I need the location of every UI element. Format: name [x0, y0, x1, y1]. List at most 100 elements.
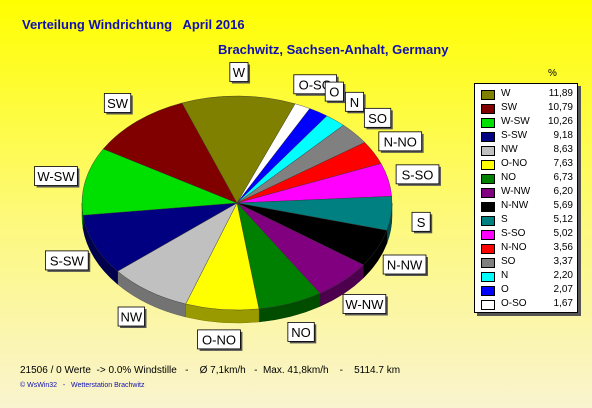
- legend-swatch: [481, 104, 495, 114]
- legend-item: S-SO 5,02: [481, 228, 575, 242]
- legend-value: 9,18: [553, 130, 573, 141]
- legend-item: O-NO 7,63: [481, 158, 575, 172]
- legend-item: N-NW 5,69: [481, 200, 575, 214]
- chart-location: Brachwitz, Sachsen-Anhalt, Germany: [218, 42, 449, 57]
- pie-callout-box: [287, 321, 315, 342]
- legend-item: NW 8,63: [481, 144, 575, 158]
- pie-callout: SW: [103, 93, 133, 115]
- pie-label: S-SO: [402, 167, 434, 182]
- legend-swatch: [481, 90, 495, 100]
- legend-value: 11,89: [548, 88, 573, 99]
- legend-label: S: [501, 214, 508, 225]
- pie-callout: W-NW: [342, 294, 388, 316]
- pie-callout: NO: [287, 321, 317, 344]
- legend-item: SW 10,79: [481, 102, 575, 116]
- legend-value: 2,20: [553, 270, 573, 281]
- legend-item: N-NO 3,56: [481, 242, 575, 256]
- legend-swatch: [481, 216, 495, 226]
- legend-swatch: [481, 230, 495, 240]
- legend-value: 6,20: [553, 186, 573, 197]
- legend-item: O 2,07: [481, 284, 575, 298]
- legend-label: S-SW: [501, 130, 528, 141]
- pie-callout-box: [342, 294, 387, 314]
- legend-label: N-NW: [501, 200, 529, 211]
- pie-callout: SO: [363, 107, 393, 130]
- pie-callout: S: [411, 211, 433, 234]
- legend-swatch: [481, 202, 495, 212]
- legend-value: 2,07: [553, 284, 573, 295]
- pie-callout-box: [382, 254, 427, 275]
- legend-swatch: [481, 160, 495, 170]
- legend-swatch: [481, 118, 495, 128]
- legend-label: S-SO: [501, 228, 526, 239]
- legend-item: SO 3,37: [481, 256, 575, 270]
- legend-item: NO 6,73: [481, 172, 575, 186]
- pie-callout: N-NW: [382, 254, 428, 277]
- pie-label: W-NW: [345, 297, 384, 312]
- legend-item: W-NW 6,20: [481, 186, 575, 200]
- footer-stats: 21506 / 0 Werte -> 0.0% Windstille - Ø 7…: [20, 365, 401, 376]
- legend-value: 10,79: [547, 102, 573, 113]
- pie-label: SW: [107, 96, 129, 111]
- pie-label: W-SW: [37, 169, 75, 184]
- legend-value: 10,26: [547, 116, 573, 127]
- legend-value: 5,12: [553, 214, 573, 225]
- legend-value: 8,63: [553, 144, 573, 155]
- legend-item: S 5,12: [481, 214, 575, 228]
- legend-swatch: [481, 146, 495, 156]
- pie-callout: NW: [117, 306, 147, 329]
- legend-value: 6,73: [553, 172, 573, 183]
- pie-callout-box: [34, 166, 78, 186]
- legend-item: W 11,89: [481, 88, 575, 102]
- legend-swatch: [481, 174, 495, 184]
- pie-callout-box: [344, 91, 364, 112]
- pie-callout: N-NO: [378, 131, 424, 153]
- legend-swatch: [481, 132, 495, 142]
- pie-label: S-SW: [50, 253, 85, 268]
- pie-callout-box: [363, 107, 392, 128]
- pie-callout-box: [103, 93, 132, 113]
- legend-item: O-SO 1,67: [481, 298, 575, 312]
- pie-callout: W: [229, 62, 251, 84]
- pie-callout-box: [378, 131, 423, 152]
- pie-label: N: [350, 95, 359, 110]
- copyright: © WsWin32 - Wetterstation Brachwitz: [20, 382, 145, 389]
- legend-label: NO: [501, 172, 516, 183]
- pie-callout-box: [411, 211, 431, 232]
- legend-label: W: [501, 88, 511, 99]
- legend-swatch: [481, 244, 495, 254]
- legend-label: SW: [501, 102, 518, 113]
- legend-label: N: [501, 270, 509, 281]
- legend-value: 3,37: [553, 256, 573, 267]
- legend-item: S-SW 9,18: [481, 130, 575, 144]
- pie-slice: [181, 95, 296, 204]
- pie-slice: [102, 102, 238, 204]
- pie-label: S: [417, 215, 426, 230]
- pie-label: O-NO: [202, 332, 236, 347]
- pie-callout-box: [197, 329, 241, 350]
- pie-callout: S-SW: [45, 250, 91, 272]
- pie-callout-box: [229, 62, 249, 82]
- legend-value: 5,02: [553, 228, 573, 239]
- legend-label: W-SW: [501, 116, 530, 127]
- pie-label: W: [233, 65, 246, 80]
- pie-slice: [117, 202, 238, 305]
- pie-callout-box: [117, 306, 145, 327]
- pie-label: SO: [368, 111, 387, 126]
- legend-swatch: [481, 286, 495, 296]
- legend-swatch: [481, 258, 495, 268]
- pie-callout: N: [344, 91, 366, 114]
- chart-title: Verteilung Windrichtung April 2016: [22, 17, 245, 32]
- pie-slice: [81, 148, 238, 216]
- legend-swatch: [481, 300, 495, 310]
- pie-callout: W-SW: [34, 166, 80, 188]
- legend: W 11,89 SW 10,79 W-SW 10,26 S-SW 9,18 NW 8,63 O-NO…: [474, 83, 578, 313]
- legend-value: 5,69: [553, 200, 573, 211]
- legend-label: W-NW: [501, 186, 531, 197]
- pie-label: O: [329, 85, 339, 100]
- pie-slice: [82, 202, 238, 272]
- legend-percent-header: %: [548, 68, 557, 79]
- pie-label: O-SO: [299, 77, 332, 92]
- pie-callout-box: [395, 164, 440, 185]
